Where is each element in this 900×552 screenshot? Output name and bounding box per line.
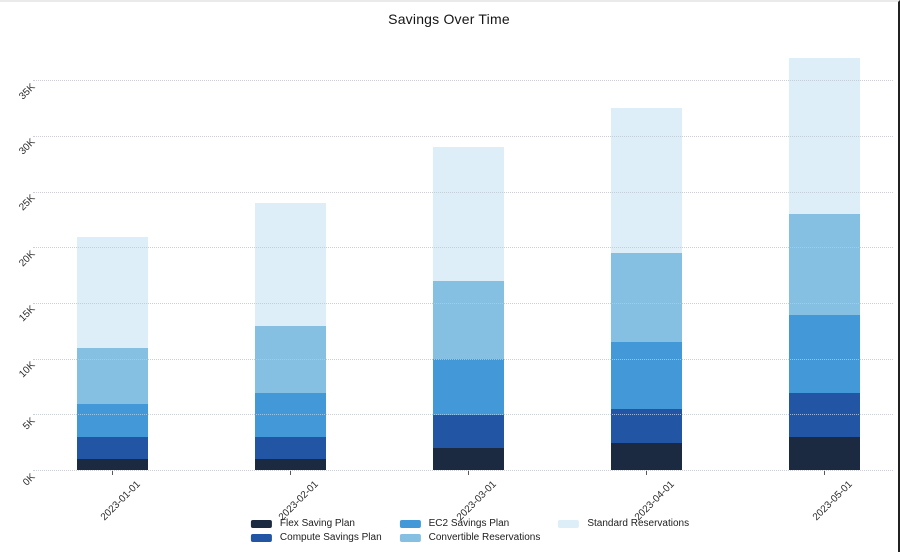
bar-segment-standard-reservations[interactable]: [254, 203, 326, 326]
legend-item-compute-savings-plan[interactable]: Compute Savings Plan: [250, 531, 382, 544]
gridline: [33, 302, 893, 304]
legend-item-standard-reservations[interactable]: Standard Reservations: [558, 517, 689, 530]
legend-label: Convertible Reservations: [428, 532, 541, 543]
bar-segment-convertible-reservations[interactable]: [610, 253, 682, 343]
x-tick-label: 2023-05-01: [810, 479, 855, 523]
y-tick-label: 35K: [17, 81, 38, 102]
gridline: [33, 358, 893, 360]
gridline: [33, 191, 893, 193]
x-tick-mark: [111, 471, 113, 475]
y-tick-label: 20K: [17, 248, 38, 269]
bar-segment-ec2-savings-plan[interactable]: [76, 403, 148, 438]
bar-segment-compute-savings-plan[interactable]: [254, 437, 326, 460]
legend-item-ec2-savings-plan[interactable]: EC2 Savings Plan: [399, 517, 541, 530]
bar-segment-ec2-savings-plan[interactable]: [788, 314, 860, 393]
legend-swatch-icon: [399, 519, 421, 528]
chart-title: Savings Over Time: [388, 11, 510, 27]
bar-segment-flex-saving-plan[interactable]: [76, 459, 148, 471]
bar-segment-standard-reservations[interactable]: [76, 236, 148, 348]
legend-label: Flex Saving Plan: [279, 518, 355, 529]
bar-segment-ec2-savings-plan[interactable]: [610, 342, 682, 410]
x-tick-mark: [289, 471, 291, 475]
y-tick-label: 10K: [17, 359, 38, 381]
bar-segment-convertible-reservations[interactable]: [788, 214, 860, 315]
legend-swatch-icon: [250, 519, 272, 528]
legend-label: EC2 Savings Plan: [428, 518, 510, 529]
gridline: [33, 247, 893, 249]
legend: Flex Saving Plan Compute Savings Plan EC2 …: [250, 517, 689, 544]
bar-segment-compute-savings-plan[interactable]: [432, 414, 504, 449]
bar-segment-compute-savings-plan[interactable]: [76, 437, 148, 460]
legend-swatch-icon: [399, 533, 421, 542]
y-tick-label: 0K: [21, 471, 38, 488]
gridline: [33, 80, 893, 82]
bar-segment-flex-saving-plan[interactable]: [610, 442, 682, 471]
legend-label: Compute Savings Plan: [279, 532, 382, 543]
bar-segment-standard-reservations[interactable]: [432, 147, 504, 282]
y-tick-label: 25K: [17, 192, 38, 214]
y-tick-label: 15K: [17, 304, 38, 325]
bar-segment-flex-saving-plan[interactable]: [432, 448, 504, 471]
y-tick-label: 30K: [17, 137, 38, 158]
gridline: [33, 414, 893, 416]
gridline: [33, 470, 893, 471]
x-tick-label: 2023-01-01: [98, 479, 143, 523]
x-tick-mark: [467, 471, 469, 475]
bar-segment-convertible-reservations[interactable]: [76, 347, 148, 404]
legend-swatch-icon: [558, 519, 580, 528]
bar-segment-flex-saving-plan[interactable]: [788, 437, 860, 471]
legend-item-convertible-reservations[interactable]: Convertible Reservations: [399, 531, 541, 544]
bar-segment-standard-reservations[interactable]: [610, 108, 682, 254]
bar-segment-flex-saving-plan[interactable]: [254, 459, 326, 471]
x-tick-mark: [823, 471, 825, 475]
y-tick-label: 5K: [21, 415, 38, 432]
legend-swatch-icon: [250, 533, 272, 542]
bar-segment-convertible-reservations[interactable]: [432, 281, 504, 360]
bar-segment-ec2-savings-plan[interactable]: [432, 359, 504, 415]
legend-item-flex-saving-plan[interactable]: Flex Saving Plan: [250, 517, 382, 530]
gridline: [33, 135, 893, 137]
legend-label: Standard Reservations: [587, 518, 690, 529]
x-tick-mark: [645, 471, 647, 475]
